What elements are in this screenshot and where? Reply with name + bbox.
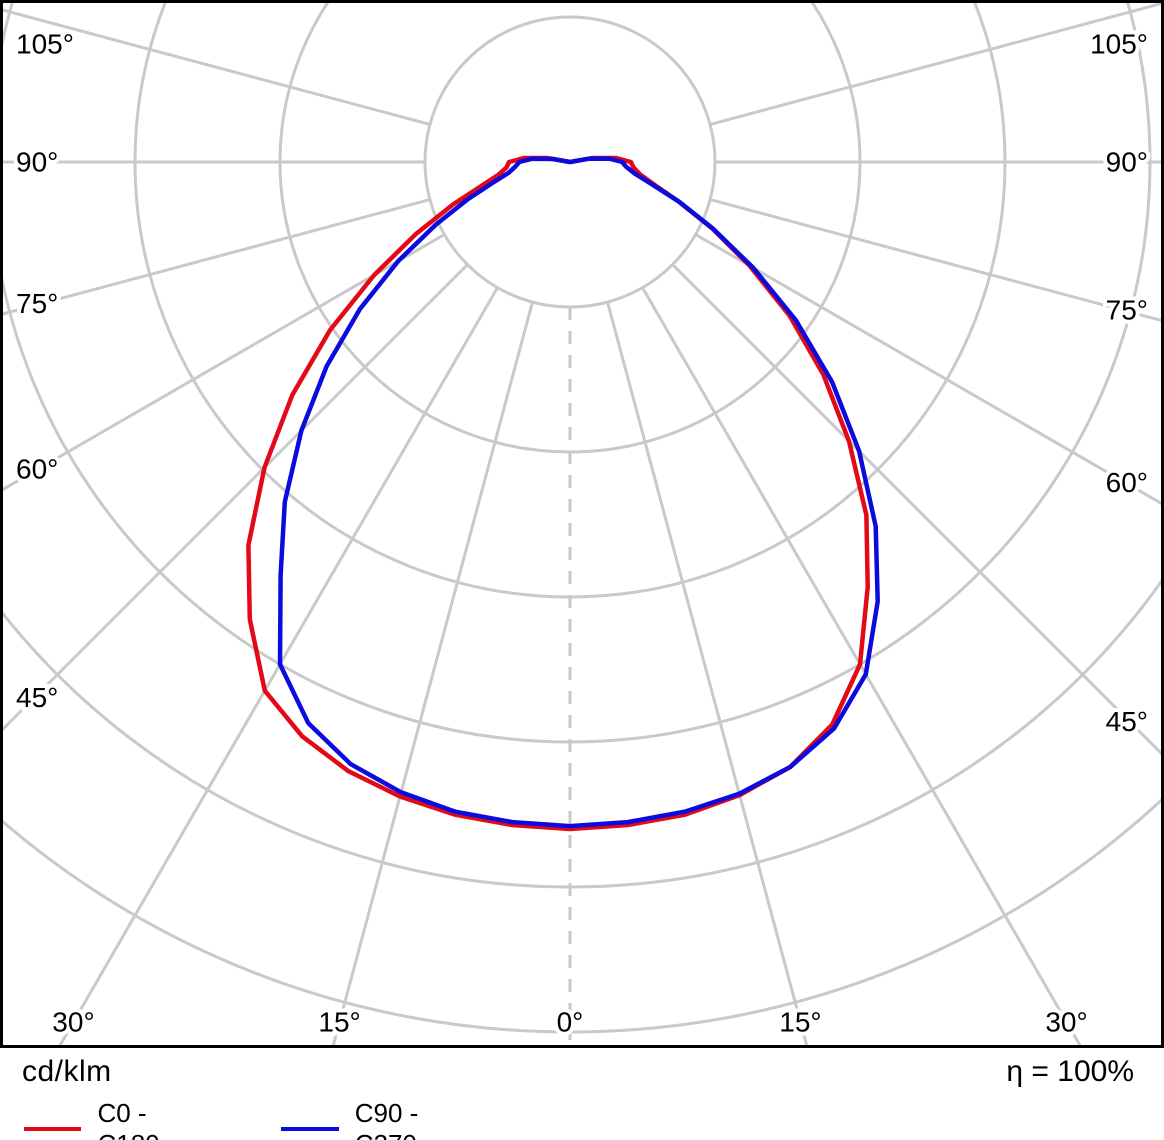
angle-label: 75°	[1106, 295, 1148, 326]
legend-item-c90-c270: C90 - C270	[281, 1098, 478, 1140]
footer-row: cd/klm η = 100%	[0, 1048, 1164, 1088]
angle-label: 90°	[1106, 147, 1148, 178]
angle-label: 0°	[557, 1007, 584, 1038]
angle-ray	[641, 286, 1082, 1045]
angle-ray	[694, 233, 1161, 505]
intensity-curves	[246, 155, 880, 832]
chart-footer: cd/klm η = 100% C0 - C180 C90 - C270	[0, 1048, 1164, 1140]
angle-label: 45°	[16, 682, 58, 713]
legend-line-blue-icon	[281, 1127, 339, 1131]
legend-label-c90-c270: C90 - C270	[354, 1098, 419, 1140]
angle-ray	[3, 263, 469, 732]
angle-label: 75°	[16, 288, 58, 319]
angle-labels: 0° 15° 15° 30° 30° 45° 45° 60° 60° 75° 75° 90° 90° 10…	[12, 25, 1152, 1042]
legend-line-red-icon	[24, 1127, 82, 1131]
plot-border	[0, 0, 1164, 1048]
angle-ray	[331, 301, 534, 1045]
angle-label: 90°	[16, 147, 58, 178]
angle-label: 60°	[1106, 467, 1148, 498]
plot-background	[0, 0, 1164, 1048]
angle-label: 60°	[16, 453, 58, 484]
curve-c90-c270	[277, 156, 880, 829]
angle-ray	[3, 8, 431, 126]
angle-ray	[3, 198, 431, 316]
legend-label-c0-c180: C0 - C180	[97, 1098, 159, 1140]
polar-chart: 0° 15° 15° 30° 30° 45° 45° 60° 60° 75° 75° 90° 90° 10…	[0, 0, 1164, 1048]
unit-label: cd/klm	[22, 1055, 112, 1088]
angle-ray	[671, 263, 1161, 756]
angle-ray	[709, 3, 1161, 126]
angle-label: 105°	[1090, 29, 1148, 60]
legend-item-c0-c180: C0 - C180	[24, 1098, 207, 1140]
angle-label: 15°	[779, 1007, 821, 1038]
angle-label: 105°	[16, 29, 74, 60]
angle-label: 45°	[1106, 706, 1148, 737]
legend: C0 - C180 C90 - C270	[0, 1090, 478, 1140]
angle-ray	[709, 198, 1161, 322]
angle-label: 15°	[318, 1007, 360, 1038]
angle-ray	[58, 286, 499, 1045]
efficiency-label: η = 100%	[1006, 1055, 1134, 1088]
angle-ray	[3, 233, 446, 492]
angle-label: 30°	[1045, 1007, 1087, 1038]
polar-plot-frame: 0° 15° 15° 30° 30° 45° 45° 60° 60° 75° 75° 90° 90° 10…	[0, 0, 1164, 1048]
angle-label: 30°	[52, 1007, 94, 1038]
angle-ray	[606, 301, 809, 1045]
polar-grid	[3, 3, 1161, 1045]
